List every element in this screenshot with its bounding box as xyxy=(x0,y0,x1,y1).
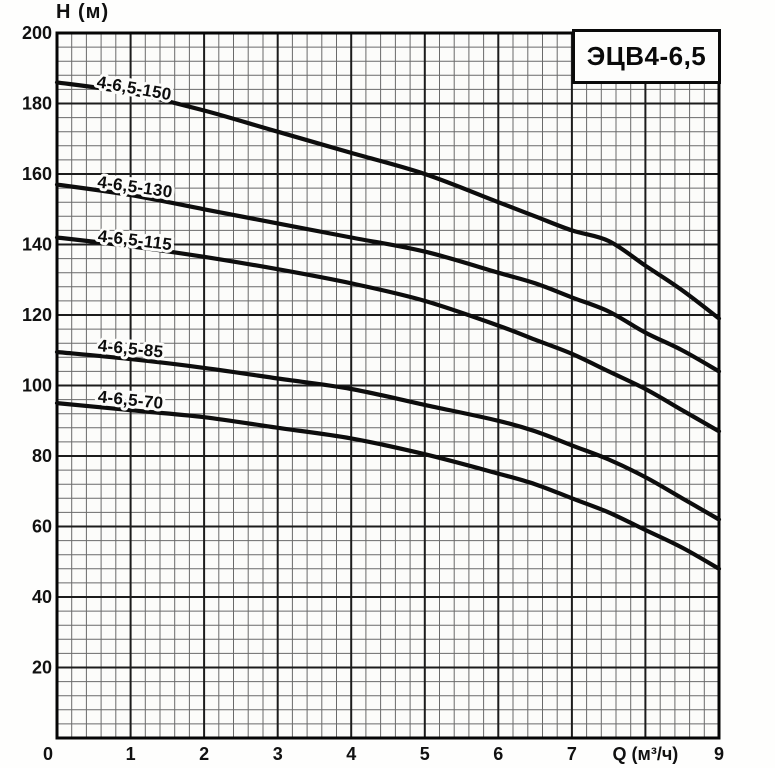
y-tick-label-140: 140 xyxy=(22,235,52,255)
x-tick-label-1: 1 xyxy=(126,744,136,764)
x-tick-label-Q: Q (м³/ч) xyxy=(613,744,679,764)
curve-4-6-5-85 xyxy=(54,349,722,522)
y-tick-label-200: 200 xyxy=(22,23,52,43)
plot-border xyxy=(55,31,721,740)
x-tick-label-2: 2 xyxy=(199,744,209,764)
x-tick-label-5: 5 xyxy=(420,744,430,764)
x-tick-label-6: 6 xyxy=(493,744,503,764)
x-tick-label-3: 3 xyxy=(273,744,283,764)
y-tick-label-100: 100 xyxy=(22,376,52,396)
x-tick-label-0: 0 xyxy=(43,744,53,764)
y-tick-label-120: 120 xyxy=(22,305,52,325)
x-tick-label-7: 7 xyxy=(567,744,577,764)
y-tick-label-180: 180 xyxy=(22,94,52,114)
curve-4-6-5-70 xyxy=(54,401,722,571)
curve-4-6-5-115 xyxy=(54,235,722,434)
curve-4-6-5-130 xyxy=(54,182,722,374)
chart-title: ЭЦВ4-6,5 xyxy=(586,41,707,71)
y-tick-label-60: 60 xyxy=(32,517,52,537)
chart-title-box: ЭЦВ4-6,5 xyxy=(572,29,721,84)
x-tick-label-9: 9 xyxy=(714,744,724,764)
curve-4-6-5-150 xyxy=(54,80,722,321)
y-tick-label-80: 80 xyxy=(32,446,52,466)
y-tick-label-160: 160 xyxy=(22,164,52,184)
x-tick-label-4: 4 xyxy=(346,744,356,764)
y-axis-title: H (м) xyxy=(56,1,110,23)
y-tick-label-40: 40 xyxy=(32,587,52,607)
y-tick-label-20: 20 xyxy=(32,658,52,678)
